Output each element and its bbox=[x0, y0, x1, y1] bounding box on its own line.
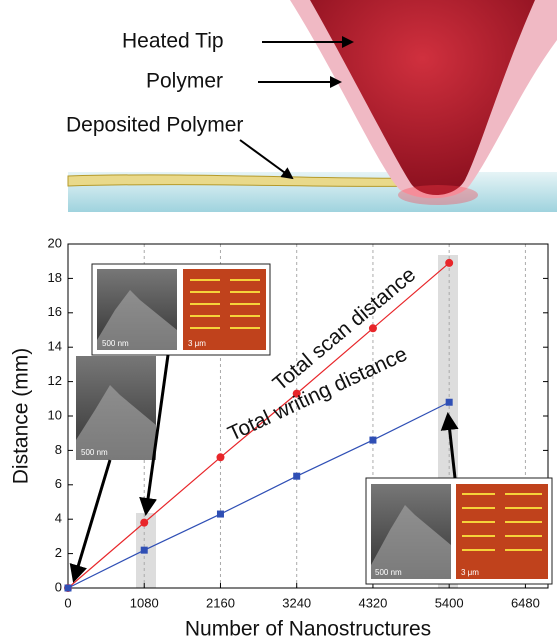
heat-glow bbox=[398, 185, 478, 205]
x-tick-label: 6480 bbox=[511, 595, 540, 610]
illustration-label: Deposited Polymer bbox=[66, 114, 243, 137]
marker bbox=[446, 399, 453, 406]
x-tick-label: 2160 bbox=[206, 595, 235, 610]
marker bbox=[445, 259, 453, 267]
y-axis-title: Distance (mm) bbox=[10, 348, 33, 485]
marker bbox=[369, 437, 376, 444]
x-tick-label: 1080 bbox=[130, 595, 159, 610]
scale-label: 3 μm bbox=[188, 339, 206, 348]
x-tick-label: 4320 bbox=[358, 595, 387, 610]
scale-label: 500 nm bbox=[375, 568, 402, 577]
scale-label: 3 μm bbox=[461, 568, 479, 577]
y-tick-label: 8 bbox=[55, 442, 62, 457]
afm-image bbox=[183, 269, 266, 350]
y-tick-label: 16 bbox=[48, 304, 62, 319]
y-tick-label: 20 bbox=[48, 235, 62, 250]
illustration-label: Polymer bbox=[146, 70, 223, 93]
marker bbox=[369, 324, 377, 332]
afm-image bbox=[456, 484, 548, 579]
marker bbox=[141, 547, 148, 554]
illustration-label: Heated Tip bbox=[122, 30, 224, 53]
y-tick-label: 6 bbox=[55, 476, 62, 491]
y-tick-label: 0 bbox=[55, 579, 62, 594]
marker bbox=[140, 519, 148, 527]
marker bbox=[216, 453, 224, 461]
y-tick-label: 2 bbox=[55, 545, 62, 560]
marker bbox=[293, 473, 300, 480]
x-axis-title: Number of Nanostructures bbox=[185, 618, 431, 641]
y-tick-label: 4 bbox=[55, 511, 62, 526]
y-tick-label: 10 bbox=[48, 407, 62, 422]
arrow bbox=[74, 460, 110, 580]
y-tick-label: 18 bbox=[48, 270, 62, 285]
marker bbox=[65, 585, 72, 592]
figure: Heated Tip Polymer Deposited Polymer Dis… bbox=[0, 0, 557, 643]
y-tick-label: 12 bbox=[48, 373, 62, 388]
page: Heated Tip Polymer Deposited Polymer Dis… bbox=[0, 0, 557, 643]
scale-label: 500 nm bbox=[102, 339, 129, 348]
x-tick-label: 3240 bbox=[282, 595, 311, 610]
scale-label: 500 nm bbox=[81, 448, 108, 457]
x-tick-label: 0 bbox=[64, 595, 71, 610]
illustration: Heated Tip Polymer Deposited Polymer bbox=[66, 0, 557, 212]
marker bbox=[217, 511, 224, 518]
x-tick-label: 5400 bbox=[435, 595, 464, 610]
y-tick-label: 14 bbox=[48, 339, 62, 354]
